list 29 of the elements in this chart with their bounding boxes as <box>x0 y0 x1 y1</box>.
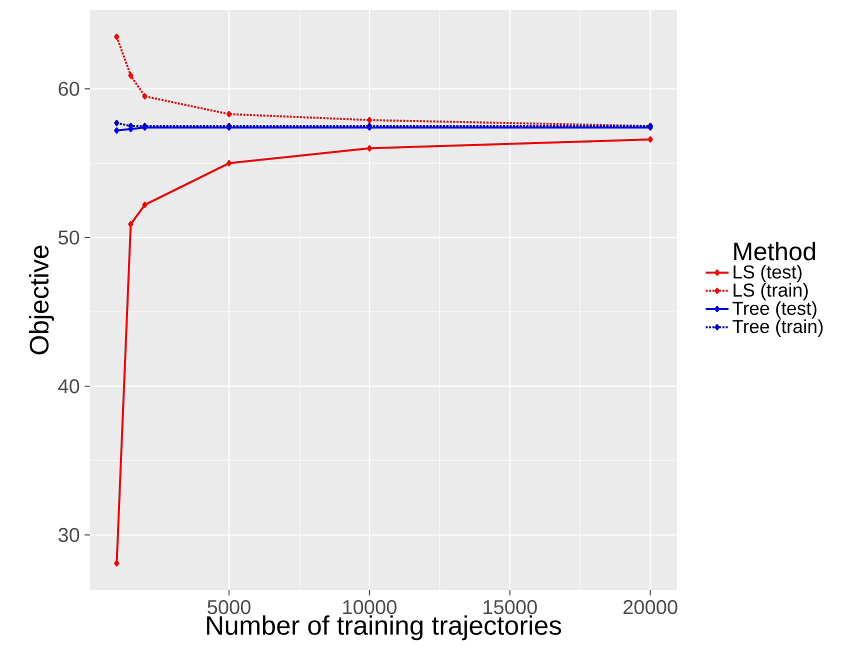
y-tick-label: 30 <box>58 528 80 542</box>
legend-label: LS (test) <box>734 264 802 282</box>
point <box>366 116 372 124</box>
x-tick-label: 15000 <box>484 600 537 614</box>
point <box>128 72 134 79</box>
point <box>128 122 134 130</box>
legend-label: Tree (train) <box>732 319 823 337</box>
y-tick-label: 40 <box>58 379 80 394</box>
point <box>142 93 148 100</box>
y-tick-label: 50 <box>58 230 80 245</box>
legend-label: Tree (test) <box>732 301 816 319</box>
point <box>114 120 120 126</box>
x-tick-label: 20000 <box>624 600 678 614</box>
point <box>114 127 120 134</box>
point <box>128 221 134 228</box>
y-axis-title: Objective <box>29 246 54 354</box>
point <box>226 110 232 118</box>
legend-label: LS (train) <box>734 283 808 300</box>
point <box>226 160 232 166</box>
legend-title: Method <box>734 242 816 260</box>
x-tick-label: 10000 <box>343 600 396 614</box>
x-tick-label: 5000 <box>208 600 250 614</box>
point <box>366 145 372 152</box>
x-axis-title: Number of training trajectories <box>207 615 562 640</box>
point <box>648 136 653 143</box>
point <box>114 560 120 566</box>
point <box>142 202 148 208</box>
point <box>114 34 120 40</box>
y-tick-label: 60 <box>58 82 80 96</box>
